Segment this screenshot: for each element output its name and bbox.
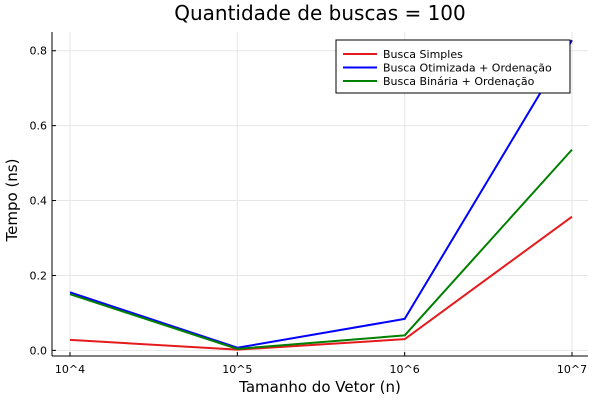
axes-layer — [51, 32, 588, 357]
legend-entry-label: Busca Binária + Ordenação — [383, 75, 535, 88]
x-axis-label: Tamanho do Vetor (n) — [238, 378, 401, 396]
legend-entry-label: Busca Simples — [383, 48, 463, 61]
ticks-layer: 10^4 10^5 10^6 10^7 0.0 0.2 0.4 0.6 0.8 — [30, 45, 588, 376]
series-layer — [69, 39, 573, 351]
x-tick-label: 10^7 — [557, 363, 587, 376]
y-axis-label: Tempo (ns) — [3, 159, 21, 243]
y-tick-label: 0.4 — [30, 195, 48, 208]
series-line-1 — [69, 215, 573, 351]
y-tick-label: 0.2 — [30, 269, 48, 282]
y-tick-label: 0.0 — [30, 344, 48, 357]
chart-title: Quantidade de buscas = 100 — [174, 1, 466, 25]
x-tick-label: 10^5 — [222, 363, 252, 376]
x-tick-label: 10^4 — [55, 363, 85, 376]
series-line-2 — [69, 39, 573, 349]
y-tick-label: 0.6 — [30, 120, 48, 133]
legend-entry-label: Busca Otimizada + Ordenação — [383, 62, 552, 75]
series-line-3 — [69, 148, 573, 350]
x-tick-label: 10^6 — [390, 363, 420, 376]
y-tick-label: 0.8 — [30, 45, 48, 58]
